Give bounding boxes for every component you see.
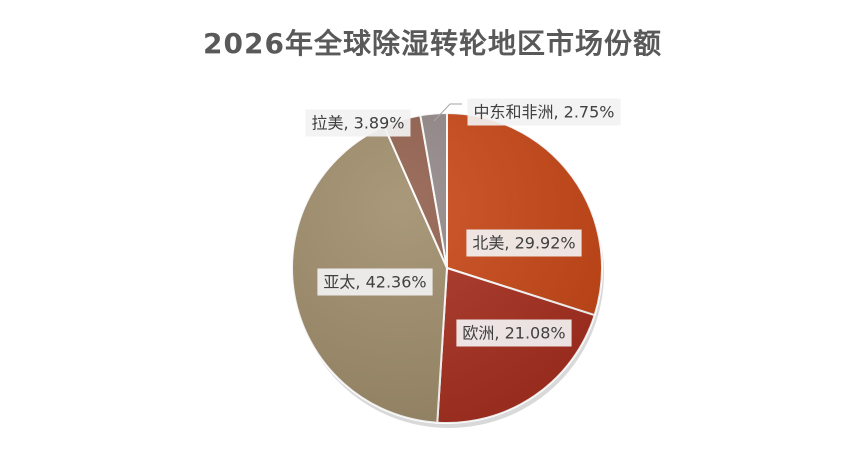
chart-title: 2026年全球除湿转轮地区市场份额 [203, 27, 662, 60]
data-label-box [305, 109, 411, 137]
data-label-text: 中东和非洲, 2.75% [473, 103, 614, 122]
data-label-2: 亚太, 42.36% [317, 268, 433, 296]
data-label-3: 拉美, 3.89% [305, 109, 411, 137]
data-label-0: 北美, 29.92% [466, 229, 582, 257]
data-label-box [456, 319, 572, 347]
data-label-text: 北美, 29.92% [472, 234, 575, 253]
data-label-1: 欧洲, 21.08% [456, 319, 572, 347]
data-label-text: 拉美, 3.89% [311, 114, 404, 133]
data-label-4: 中东和非洲, 2.75% [467, 98, 621, 126]
data-label-text: 亚太, 42.36% [323, 273, 426, 292]
data-label-box [317, 268, 433, 296]
data-label-box [467, 98, 621, 126]
data-label-box [466, 229, 582, 257]
data-label-text: 欧洲, 21.08% [462, 324, 565, 343]
leader-line [433, 103, 462, 122]
